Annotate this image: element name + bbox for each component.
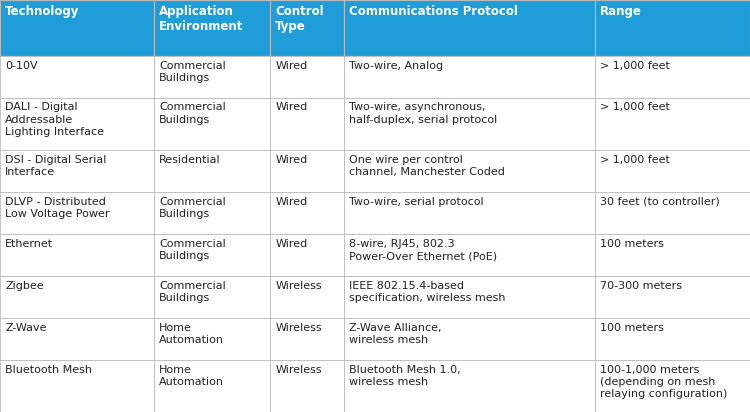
Text: 100 meters: 100 meters [600, 239, 664, 249]
Bar [270, 56, 344, 98]
Text: 8-wire, RJ45, 802.3
Power-Over Ethernet (PoE): 8-wire, RJ45, 802.3 Power-Over Ethernet … [349, 239, 496, 261]
Bar [0, 276, 154, 318]
Text: Commercial
Buildings: Commercial Buildings [159, 103, 226, 125]
Text: DALI - Digital
Addressable
Lighting Interface: DALI - Digital Addressable Lighting Inte… [5, 103, 104, 137]
Bar [0, 360, 154, 412]
Bar [0, 318, 154, 360]
Text: One wire per control
channel, Manchester Coded: One wire per control channel, Manchester… [349, 155, 505, 177]
Text: > 1,000 feet: > 1,000 feet [600, 103, 670, 112]
Text: 100-1,000 meters
(depending on mesh
relaying configuration): 100-1,000 meters (depending on mesh rela… [600, 365, 728, 399]
Text: Application
Environment: Application Environment [159, 5, 243, 33]
Bar [154, 234, 270, 276]
Text: Commercial
Buildings: Commercial Buildings [159, 239, 226, 261]
Text: 30 feet (to controller): 30 feet (to controller) [600, 197, 720, 207]
Text: Ethernet: Ethernet [5, 239, 53, 249]
Bar [344, 234, 595, 276]
Bar [344, 360, 595, 412]
Bar [344, 276, 595, 318]
Text: Wireless: Wireless [275, 281, 322, 291]
Bar [270, 234, 344, 276]
Bar [344, 318, 595, 360]
Bar [595, 98, 750, 150]
Text: 100 meters: 100 meters [600, 323, 664, 332]
Text: Wireless: Wireless [275, 365, 322, 375]
Bar [270, 0, 344, 56]
Bar [0, 0, 154, 56]
Bar [154, 192, 270, 234]
Bar [270, 192, 344, 234]
Bar [270, 276, 344, 318]
Text: Commercial
Buildings: Commercial Buildings [159, 61, 226, 83]
Text: Wired: Wired [275, 61, 308, 70]
Bar [595, 150, 750, 192]
Bar [595, 234, 750, 276]
Text: Two-wire, asynchronous,
half-duplex, serial protocol: Two-wire, asynchronous, half-duplex, ser… [349, 103, 497, 125]
Text: Zigbee: Zigbee [5, 281, 44, 291]
Bar [595, 0, 750, 56]
Bar [595, 318, 750, 360]
Bar [0, 234, 154, 276]
Bar [0, 150, 154, 192]
Bar [0, 192, 154, 234]
Bar [0, 56, 154, 98]
Text: > 1,000 feet: > 1,000 feet [600, 61, 670, 70]
Text: > 1,000 feet: > 1,000 feet [600, 155, 670, 165]
Text: Home
Automation: Home Automation [159, 323, 224, 345]
Bar [270, 98, 344, 150]
Text: Wired: Wired [275, 103, 308, 112]
Text: Control
Type: Control Type [275, 5, 324, 33]
Bar [595, 276, 750, 318]
Bar [154, 276, 270, 318]
Text: DSI - Digital Serial
Interface: DSI - Digital Serial Interface [5, 155, 106, 177]
Text: Bluetooth Mesh 1.0,
wireless mesh: Bluetooth Mesh 1.0, wireless mesh [349, 365, 460, 387]
Text: 70-300 meters: 70-300 meters [600, 281, 682, 291]
Bar [344, 192, 595, 234]
Text: Wired: Wired [275, 197, 308, 207]
Bar [344, 150, 595, 192]
Text: Z-Wave Alliance,
wireless mesh: Z-Wave Alliance, wireless mesh [349, 323, 441, 345]
Text: Communications Protocol: Communications Protocol [349, 5, 518, 18]
Bar [0, 98, 154, 150]
Text: Bluetooth Mesh: Bluetooth Mesh [5, 365, 92, 375]
Bar [595, 360, 750, 412]
Text: IEEE 802.15.4-based
specification, wireless mesh: IEEE 802.15.4-based specification, wirel… [349, 281, 506, 303]
Bar [595, 192, 750, 234]
Bar [595, 56, 750, 98]
Text: Two-wire, serial protocol: Two-wire, serial protocol [349, 197, 483, 207]
Bar [154, 98, 270, 150]
Bar [154, 150, 270, 192]
Bar [154, 318, 270, 360]
Text: Z-Wave: Z-Wave [5, 323, 46, 332]
Bar [270, 360, 344, 412]
Text: Two-wire, Analog: Two-wire, Analog [349, 61, 442, 70]
Text: Commercial
Buildings: Commercial Buildings [159, 281, 226, 303]
Text: Wired: Wired [275, 239, 308, 249]
Text: Commercial
Buildings: Commercial Buildings [159, 197, 226, 219]
Text: Range: Range [600, 5, 642, 18]
Bar [344, 0, 595, 56]
Text: Wireless: Wireless [275, 323, 322, 332]
Bar [270, 150, 344, 192]
Bar [344, 56, 595, 98]
Text: 0-10V: 0-10V [5, 61, 38, 70]
Bar [154, 360, 270, 412]
Bar [154, 0, 270, 56]
Bar [270, 318, 344, 360]
Text: Residential: Residential [159, 155, 220, 165]
Text: Home
Automation: Home Automation [159, 365, 224, 387]
Text: DLVP - Distributed
Low Voltage Power: DLVP - Distributed Low Voltage Power [5, 197, 109, 219]
Bar [344, 98, 595, 150]
Text: Technology: Technology [5, 5, 80, 18]
Text: Wired: Wired [275, 155, 308, 165]
Bar [154, 56, 270, 98]
